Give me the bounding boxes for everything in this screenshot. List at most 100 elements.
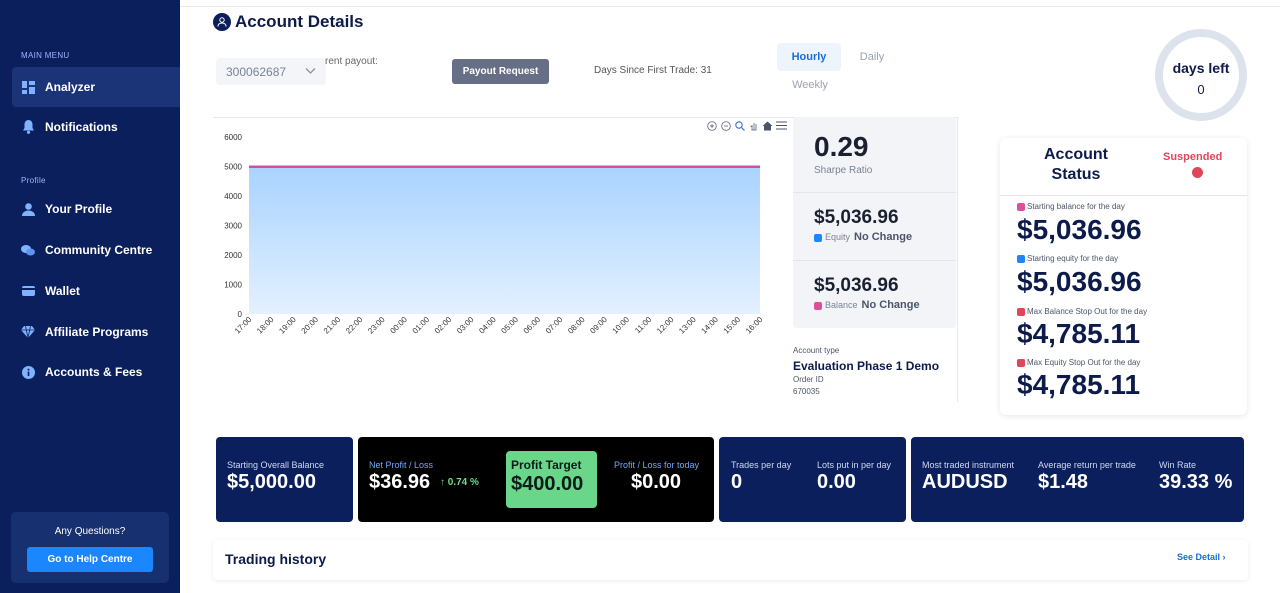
magnifier-icon[interactable] (734, 120, 745, 131)
x-tick-label: 19:00 (277, 315, 298, 336)
status-dot (1192, 167, 1203, 178)
balance-change: No Change (861, 299, 920, 311)
x-tick-label: 03:00 (455, 315, 476, 336)
equity-dot (814, 233, 822, 242)
x-tick-label: 06:00 (522, 315, 543, 336)
equity-value: $5,036.96 (814, 207, 899, 228)
x-tick-label: 01:00 (411, 315, 432, 336)
chevron-down-icon (305, 65, 316, 78)
chart-toolbar (706, 120, 787, 131)
tab-daily[interactable]: Daily (859, 51, 885, 63)
trading-history-bar: Trading history See Detail › (213, 540, 1248, 580)
sidebar-item-your-profile[interactable]: Your Profile (12, 189, 180, 229)
page-title: Account Details (235, 12, 364, 31)
account-type-value: Evaluation Phase 1 Demo (793, 359, 940, 373)
x-tick-label: 23:00 (366, 315, 387, 336)
x-tick-label: 02:00 (433, 315, 454, 336)
dashboard-icon (21, 80, 35, 94)
avg-return-value: $1.48 (1038, 471, 1089, 493)
status-badge: Suspended (1163, 151, 1223, 163)
tab-hourly[interactable]: Hourly (777, 43, 841, 71)
balance-row: Balance No Change (814, 299, 920, 311)
instrument-card: Most traded instrument AUDUSD Average re… (911, 437, 1244, 522)
status-row-label: Max Equity Stop Out for the day (1017, 358, 1140, 367)
x-tick-label: 08:00 (566, 315, 587, 336)
order-id-value: 670035 (793, 387, 820, 396)
help-panel: Any Questions? Go to Help Centre (11, 512, 169, 583)
status-row-swatch (1017, 358, 1025, 367)
x-tick-label: 21:00 (322, 315, 343, 336)
account-icon (213, 13, 231, 31)
status-row-text: Max Balance Stop Out for the day (1027, 307, 1148, 316)
instrument-value: AUDUSD (922, 471, 1008, 493)
pan-hand-icon[interactable] (748, 120, 759, 131)
sidebar-item-community-centre[interactable]: Community Centre (12, 230, 180, 270)
account-number: 300062687 (226, 65, 287, 79)
starting-balance-card: Starting Overall Balance $5,000.00 (216, 437, 353, 522)
equity-cell: $5,036.96 Equity No Change (793, 193, 956, 261)
account-status-card: Account Status Suspended Starting balanc… (1000, 138, 1247, 415)
profile-label: Profile (21, 176, 46, 185)
tab-weekly[interactable]: Weekly (792, 79, 828, 91)
sidebar-item-affiliate-programs[interactable]: Affiliate Programs (12, 312, 180, 352)
status-row-swatch (1017, 254, 1025, 263)
diamond-icon (21, 325, 35, 339)
chat-icon (21, 243, 35, 257)
x-tick-label: 16:00 (744, 315, 765, 336)
payout-request-button[interactable]: Payout Request (452, 59, 549, 84)
profit-target-label: Profit Target (511, 458, 582, 472)
status-row-value: $5,036.96 (1017, 266, 1142, 297)
bell-icon (21, 120, 35, 134)
x-tick-label: 11:00 (633, 315, 653, 335)
arrow-up-icon: ↑ (440, 477, 445, 488)
balance-value: $5,036.96 (814, 275, 899, 296)
profit-target-box: Profit Target $400.00 (506, 451, 597, 508)
status-row-text: Starting balance for the day (1027, 202, 1125, 211)
days-left-ring: days left 0 (1155, 29, 1247, 121)
x-tick-label: 09:00 (588, 315, 609, 336)
home-icon[interactable] (762, 120, 773, 131)
status-row-label: Starting balance for the day (1017, 202, 1125, 211)
net-pl-label: Net Profit / Loss (369, 460, 434, 470)
sidebar-item-notifications[interactable]: Notifications (12, 107, 180, 147)
zoom-out-icon[interactable] (720, 120, 731, 131)
main-panel: Account Details 300062687 rent payout: P… (180, 0, 1280, 593)
info-icon (21, 365, 35, 379)
status-header: Account Status Suspended (1000, 138, 1247, 196)
sidebar-item-wallet[interactable]: Wallet (12, 271, 180, 311)
y-tick-label: 1000 (224, 281, 242, 290)
pl-today-value: $0.00 (631, 471, 682, 493)
menu-icon[interactable] (776, 120, 787, 131)
sidebar-item-analyzer[interactable]: Analyzer (12, 67, 180, 107)
x-tick-label: 18:00 (255, 315, 276, 336)
sharpe-cell: 0.29 Sharpe Ratio (793, 117, 956, 193)
status-row-text: Max Equity Stop Out for the day (1027, 358, 1141, 367)
top-divider (180, 6, 1280, 7)
account-type-label: Account type (793, 346, 840, 355)
status-row-label: Starting equity for the day (1017, 254, 1118, 263)
help-centre-button[interactable]: Go to Help Centre (27, 547, 153, 572)
wallet-icon (21, 284, 35, 298)
sharpe-value: 0.29 (814, 131, 869, 162)
see-detail-link[interactable]: See Detail › (1177, 552, 1226, 562)
x-tick-label: 10:00 (611, 315, 632, 336)
balance-label: Balance (825, 300, 858, 310)
sidebar: MAIN MENU Analyzer Notifications Profile… (0, 0, 180, 593)
sidebar-item-accounts-fees[interactable]: Accounts & Fees (12, 352, 180, 392)
sidebar-item-label: Your Profile (45, 202, 113, 216)
x-tick-label: 04:00 (477, 315, 498, 336)
trades-label: Trades per day (731, 460, 792, 470)
status-row-label: Max Balance Stop Out for the day (1017, 307, 1147, 316)
status-row-text: Starting equity for the day (1027, 254, 1119, 263)
user-icon (21, 202, 35, 216)
page-title-wrap: Account Details (213, 12, 363, 32)
net-pl-pct-row: ↑ 0.74 % (440, 477, 479, 488)
profit-card: Net Profit / Loss $36.96 ↑ 0.74 % Profit… (358, 437, 714, 522)
zoom-in-icon[interactable] (706, 120, 717, 131)
account-select[interactable]: 300062687 (216, 58, 326, 85)
status-title: Account Status (1044, 146, 1108, 183)
y-tick-label: 4000 (224, 192, 242, 201)
equity-chart: 0 1000 2000 3000 4000 5000 6000 17:00 18:00 19:0… (213, 117, 958, 402)
y-tick-label: 5000 (224, 163, 242, 172)
x-tick-label: 00:00 (388, 315, 409, 336)
